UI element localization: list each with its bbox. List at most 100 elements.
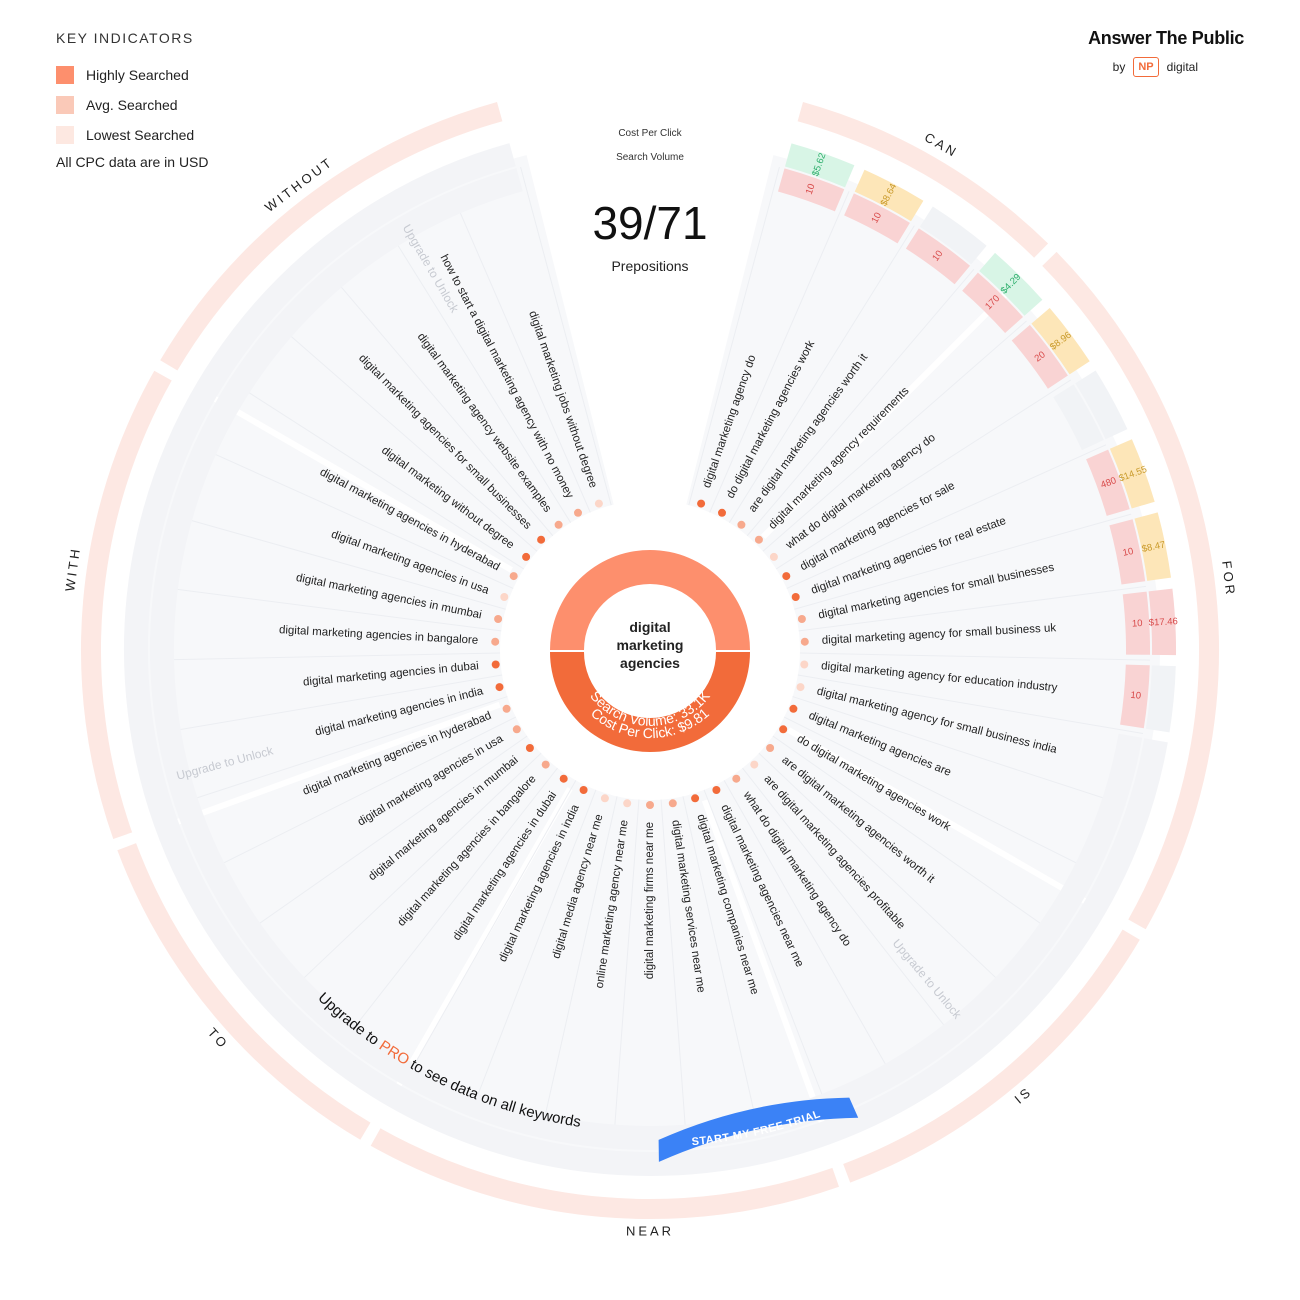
cpc-cell <box>854 169 924 222</box>
legend-item-low: Lowest Searched <box>56 120 209 150</box>
cpc-cell-empty <box>1145 665 1176 733</box>
legend-swatch-high <box>56 66 74 84</box>
legend-label-low: Lowest Searched <box>86 127 195 143</box>
spoke-divider <box>758 752 1014 995</box>
start-free-trial-button[interactable] <box>658 1097 859 1162</box>
spoke-divider <box>688 166 780 506</box>
group-ring-segment <box>117 843 371 1140</box>
keyword-dot <box>800 637 809 646</box>
spoke-divider <box>792 696 1126 806</box>
cpc-cell <box>979 252 1043 316</box>
volume-cell <box>905 228 970 285</box>
spoke-divider <box>469 789 597 1117</box>
keyword-dot <box>779 725 788 734</box>
keyword-dot <box>502 704 511 713</box>
cpc-cell <box>1148 588 1177 656</box>
spoke-divider <box>174 696 508 806</box>
keyword-dot <box>646 801 654 809</box>
keyword-dot <box>491 637 500 646</box>
brand-name: Answer The Public <box>1088 28 1244 48</box>
spoke-divider <box>168 513 506 610</box>
volume-cell <box>778 168 845 212</box>
keyword-dot <box>500 593 509 601</box>
spoke-divider <box>703 789 831 1117</box>
volume-cell-empty <box>1053 384 1104 451</box>
cpc-cell <box>1134 512 1171 581</box>
keyword-label[interactable]: digital marketing firms near me <box>644 822 656 979</box>
volume-cell <box>962 272 1023 333</box>
spoke-divider <box>746 268 975 537</box>
keyword-dot <box>554 520 563 529</box>
np-logo: NP <box>1133 57 1159 77</box>
volume-ring-label: Search Volume <box>616 152 684 163</box>
spoke-divider <box>786 444 1107 589</box>
group-ring-segment <box>843 929 1140 1183</box>
keyword-dot <box>766 744 775 752</box>
cpc-ring-label: Cost Per Click <box>618 128 682 139</box>
keyword-dot <box>512 725 521 734</box>
keyword-dot <box>574 508 582 517</box>
keyword-dot <box>737 520 746 529</box>
volume-value: 10 <box>1132 618 1143 630</box>
volume-cell <box>1109 519 1146 585</box>
spoke-divider <box>202 716 517 874</box>
spoke-divider <box>723 780 898 1085</box>
spoke-divider <box>775 379 1072 570</box>
brand-by-text: by <box>1112 60 1126 74</box>
keyword-dot <box>697 499 706 508</box>
volume-value: 10 <box>1122 546 1135 559</box>
legend-item-high: Highly Searched <box>56 60 209 90</box>
legend-note: All CPC data are in USD <box>56 154 209 170</box>
keyword-dot <box>522 552 531 561</box>
keyword-dot <box>495 683 504 692</box>
group-ring-segment <box>370 1128 840 1220</box>
spoke-divider <box>772 735 1060 938</box>
cpc-cell <box>1109 439 1155 509</box>
spoke-divider <box>240 735 528 938</box>
spoke-divider <box>797 674 1144 735</box>
keyword-dot <box>691 794 700 803</box>
keyword-dot <box>559 774 568 783</box>
brand-logo[interactable]: Answer The Public by NP digital <box>1044 28 1244 77</box>
spoke-divider <box>798 585 1147 632</box>
spoke-divider <box>156 674 503 735</box>
keyword-dot <box>541 760 550 769</box>
cpc-value: $8.47 <box>1141 539 1167 555</box>
spoke-divider <box>794 513 1132 610</box>
spoke-divider <box>153 585 502 632</box>
spoke-divider <box>682 796 761 1138</box>
volume-value: 10 <box>1130 690 1142 702</box>
cpc-ring-locked <box>124 143 1168 1176</box>
keyword-count-label: Prepositions <box>611 258 689 274</box>
keyword-count: 39/71 <box>592 197 708 249</box>
keyword-dot <box>509 572 518 581</box>
keyword-dot <box>712 786 721 794</box>
volume-cell <box>1120 664 1150 729</box>
sector-bg <box>140 155 1161 1160</box>
keyword-dot <box>537 535 546 544</box>
legend-item-avg: Avg. Searched <box>56 90 209 120</box>
keyword-dot <box>668 799 677 808</box>
volume-cell <box>1011 324 1068 389</box>
keyword-dot <box>769 552 778 561</box>
volume-value: 10 <box>930 248 945 263</box>
spoke-divider <box>385 225 572 523</box>
cpc-cell <box>1031 308 1090 375</box>
cpc-cell <box>785 143 855 188</box>
brand-byline: by NP digital <box>1044 57 1244 77</box>
center-keyword: digital marketing agencies <box>616 619 684 671</box>
keyword-dot <box>782 572 791 581</box>
keyword-dot <box>791 593 800 601</box>
keyword-dot <box>594 499 603 508</box>
keyword-dot <box>600 794 609 803</box>
key-indicators-legend: KEY INDICATORS Highly Searched Avg. Sear… <box>56 30 209 170</box>
volume-value: 10 <box>804 182 818 196</box>
keyword-dot <box>494 615 503 623</box>
legend-label-high: Highly Searched <box>86 67 189 83</box>
brand-digital-text: digital <box>1166 60 1198 74</box>
keyword-dot <box>789 704 798 713</box>
keyword-dot <box>579 786 588 794</box>
group-label-near: NEAR <box>626 1223 674 1238</box>
spoke-divider <box>539 796 618 1138</box>
